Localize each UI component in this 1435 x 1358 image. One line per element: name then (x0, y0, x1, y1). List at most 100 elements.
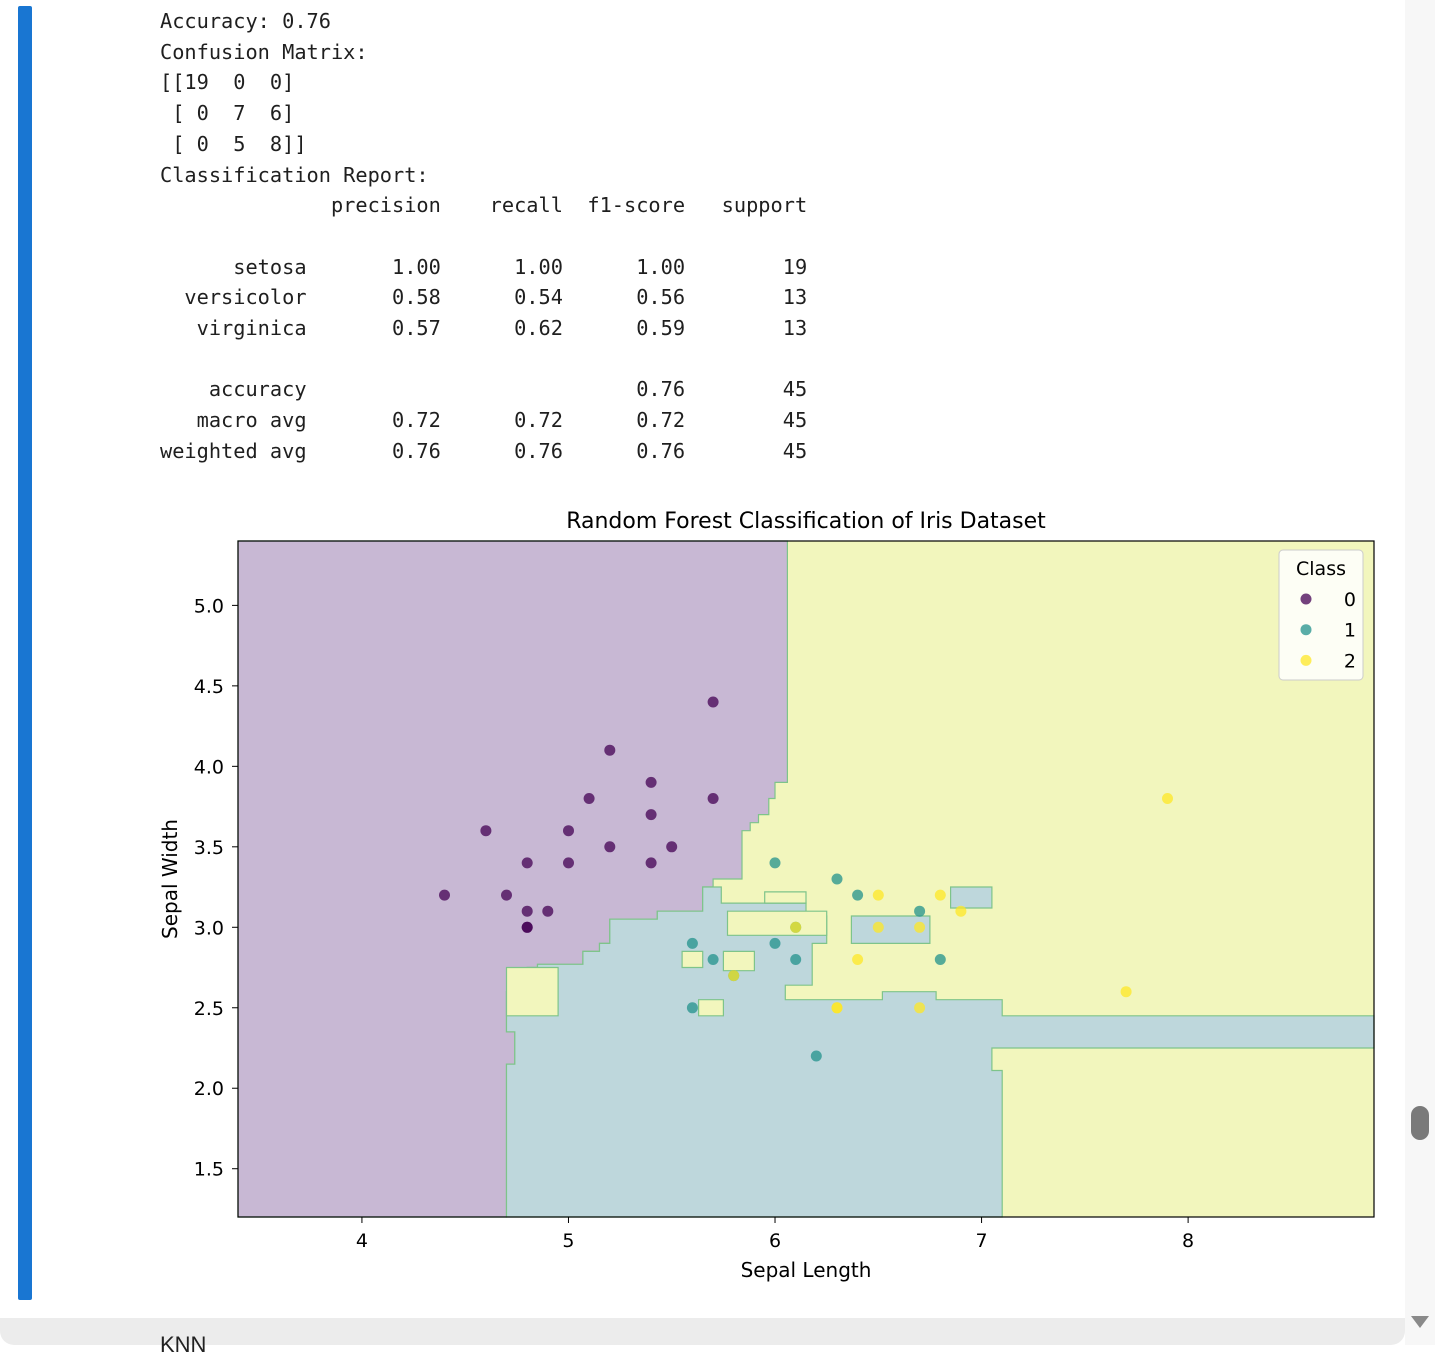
x-axis-ticks: 4 5 6 7 8 (356, 1217, 1194, 1252)
scrollbar-thumb[interactable] (1411, 1106, 1429, 1140)
y-axis-label: Sepal Width (158, 819, 182, 939)
y-tick-label: 3.5 (194, 837, 224, 859)
data-point-class-0 (439, 889, 450, 901)
plot-frame (237, 540, 1375, 1218)
chart-title: Random Forest Classification of Iris Dat… (566, 509, 1046, 534)
decision-regions (237, 540, 1375, 1218)
x-tick-label: 7 (976, 1230, 988, 1252)
legend-marker (1300, 654, 1312, 666)
scroll-down-arrow-icon[interactable] (1411, 1316, 1429, 1328)
output-line: [[19 0 0] (160, 70, 295, 95)
data-point-class-2 (1120, 986, 1132, 998)
data-point-class-0 (707, 793, 719, 804)
data-point-class-1 (707, 954, 719, 965)
data-point-class-0 (604, 841, 616, 853)
y-tick-label: 1.5 (194, 1159, 224, 1181)
legend-marker (1300, 593, 1312, 605)
y-tick-label: 4.5 (194, 676, 224, 698)
region-class-2-island (726, 910, 828, 936)
data-point-class-0 (645, 809, 657, 821)
x-tick-label: 5 (562, 1230, 574, 1252)
data-point-class-0 (645, 857, 657, 869)
legend-label: 1 (1344, 620, 1356, 642)
x-axis-label: Sepal Length (741, 1258, 872, 1282)
data-point-class-0 (563, 857, 574, 869)
data-point-class-1 (934, 954, 946, 965)
x-tick-label: 8 (1182, 1230, 1194, 1252)
x-tick-label: 4 (356, 1230, 368, 1252)
cell-output-text: Accuracy: 0.76 Confusion Matrix: [[19 0 … (160, 6, 807, 467)
region-class-2-island (697, 999, 725, 1017)
data-point-class-0 (604, 744, 616, 756)
output-line: weighted avg 0.76 0.76 0.76 45 (160, 438, 808, 463)
data-point-class-0 (707, 696, 719, 708)
cell-indicator-bar[interactable] (18, 6, 32, 1300)
output-line: Accuracy: 0.76 (160, 9, 331, 33)
output-line: virginica 0.57 0.62 0.59 13 (160, 316, 808, 341)
data-point-class-1 (790, 954, 802, 965)
data-point-class-0 (583, 793, 595, 804)
x-tick-label: 6 (769, 1230, 781, 1252)
scrollbar-track[interactable] (1405, 0, 1435, 1345)
output-line: [ 0 5 8]] (160, 131, 307, 156)
output-line: versicolor 0.58 0.54 0.56 13 (160, 285, 808, 310)
data-point-class-0 (521, 857, 533, 869)
output-line: precision recall f1-score support (160, 193, 808, 218)
y-tick-label: 3.0 (194, 917, 224, 939)
data-point-class-2 (934, 889, 946, 901)
data-point-class-0 (501, 889, 512, 901)
data-point-class-2 (852, 954, 864, 965)
legend-label: 0 (1344, 589, 1356, 611)
data-point-class-2 (914, 1002, 926, 1014)
y-tick-label: 2.0 (194, 1078, 224, 1100)
data-point-class-1 (769, 937, 781, 949)
region-class-1-island (949, 886, 993, 909)
data-point-class-2 (872, 921, 884, 933)
data-point-class-1 (769, 857, 781, 869)
legend: Class 0 1 2 (1278, 549, 1364, 681)
y-tick-label: 5.0 (194, 595, 224, 617)
data-point-class-0 (645, 776, 657, 788)
data-point-class-2 (955, 905, 967, 917)
data-point-class-0 (480, 825, 492, 837)
region-class-2-island (764, 891, 807, 904)
region-class-1-island (850, 915, 931, 944)
data-point-class-1 (686, 1002, 698, 1014)
data-point-class-1 (810, 1050, 822, 1062)
region-class-2-island (505, 966, 559, 1017)
output-line: setosa 1.00 1.00 1.00 19 (160, 254, 808, 279)
legend-box (1278, 549, 1364, 681)
data-point-class-0 (666, 841, 678, 853)
data-point-class-2 (831, 1002, 843, 1014)
data-point-class-2 (872, 889, 884, 901)
legend-label: 2 (1344, 650, 1356, 672)
legend-title: Class (1296, 558, 1346, 580)
data-point-class-0 (521, 905, 533, 917)
legend-marker (1300, 624, 1312, 636)
decision-boundary-chart: Random Forest Classification of Iris Dat… (158, 509, 1375, 1282)
data-point-class-1 (686, 937, 698, 949)
output-line: Confusion Matrix: (160, 39, 368, 64)
data-point-class-0 (542, 905, 554, 917)
output-line: Classification Report: (160, 162, 429, 187)
data-point-class-2 (728, 970, 740, 982)
scatter-points (439, 696, 1173, 1062)
next-cell-heading: KNN (160, 1332, 207, 1357)
data-point-class-2 (1162, 793, 1173, 804)
region-class-2-island (681, 950, 704, 969)
y-axis-ticks: 1.5 2.0 2.5 3.0 3.5 4.0 4.5 5.0 (194, 595, 238, 1181)
data-point-class-2 (790, 921, 802, 933)
data-point-class-0 (521, 921, 533, 933)
data-point-class-1 (831, 873, 843, 885)
y-tick-label: 4.0 (194, 756, 224, 778)
data-point-class-2 (914, 921, 926, 933)
data-point-class-1 (914, 905, 926, 917)
data-point-class-1 (852, 889, 864, 901)
data-point-class-0 (563, 825, 574, 837)
output-line: macro avg 0.72 0.72 0.72 45 (160, 408, 808, 433)
y-tick-label: 2.5 (194, 998, 224, 1020)
output-line: [ 0 7 6] (160, 101, 295, 126)
cell-separator (0, 1318, 1405, 1345)
output-line: accuracy 0.76 45 (160, 377, 808, 402)
region-class-2-island (722, 950, 756, 972)
